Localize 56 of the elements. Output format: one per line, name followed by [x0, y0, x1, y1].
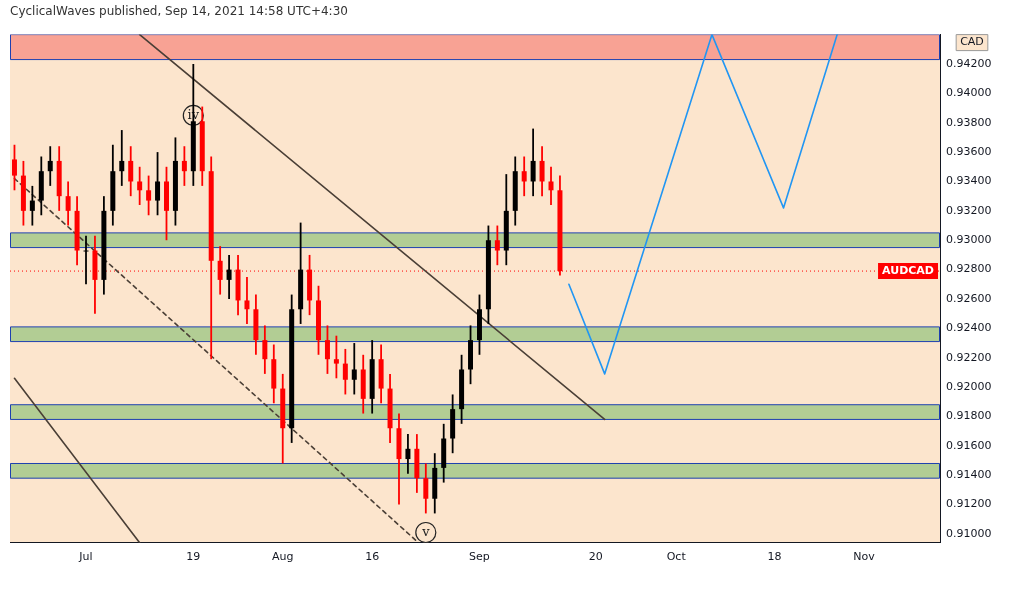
candlestick	[333, 334, 339, 380]
x-tick-label: 19	[186, 550, 201, 564]
x-tick-label: Oct	[666, 550, 687, 564]
x-tick-label: Sep	[469, 550, 490, 564]
y-tick-label: 0.91800	[946, 409, 992, 423]
candlestick	[137, 165, 143, 206]
candlestick	[83, 234, 89, 286]
candlestick	[342, 348, 348, 396]
y-tick-label: 0.94000	[946, 86, 992, 100]
candlestick	[405, 433, 411, 475]
x-tick-label: 20	[588, 550, 603, 564]
y-tick-label: 0.91000	[946, 526, 992, 540]
y-tick-label: 0.91600	[946, 438, 992, 452]
x-tick-label: Aug	[272, 550, 294, 564]
candlestick	[244, 276, 250, 325]
ref-line-label: AUDCAD	[882, 263, 935, 277]
y-tick-label: 0.93200	[946, 203, 992, 217]
y-tick-label: 0.93600	[946, 144, 992, 158]
candlestick	[65, 180, 71, 227]
candlestick	[119, 129, 125, 187]
x-tick-label: Nov	[853, 550, 876, 564]
candlestick	[146, 174, 152, 217]
candlestick	[494, 224, 500, 267]
y-tick-label: 0.91400	[946, 468, 992, 482]
y-tick-label: 0.91200	[946, 497, 992, 511]
y-tick-label: 0.93800	[946, 115, 992, 129]
y-tick-label: 0.92600	[946, 291, 992, 305]
candlestick	[29, 184, 35, 227]
candlestick	[181, 145, 187, 187]
text: CAD	[960, 35, 984, 49]
candlestick	[521, 155, 527, 198]
candlestick	[548, 165, 554, 206]
x-tick-label: Jul	[78, 550, 93, 564]
candlestick	[351, 342, 357, 396]
y-tick-label: 0.92400	[946, 321, 992, 335]
candlestick	[217, 245, 223, 296]
y-tick-label: 0.94200	[946, 56, 992, 70]
candlestick	[423, 462, 429, 515]
y-tick-label: 0.92800	[946, 262, 992, 276]
x-tick-label: 18	[767, 550, 782, 564]
candlestick	[47, 145, 53, 187]
x-tick-label: 16	[365, 550, 380, 564]
candlestick	[11, 143, 17, 192]
candlestick	[262, 324, 268, 375]
candlestick	[539, 145, 545, 198]
candlestick	[128, 145, 134, 198]
candlestick	[226, 254, 232, 300]
candlestick	[155, 151, 161, 217]
y-tick-label: 0.93400	[946, 174, 992, 188]
y-tick-label: 0.93000	[946, 233, 992, 247]
chart-title: CyclicalWaves published, Sep 14, 2021 14:58 UTC+4:30	[9, 3, 349, 20]
y-tick-label: 0.92200	[946, 350, 992, 364]
annotation: v	[421, 523, 431, 539]
candlestick	[324, 324, 330, 375]
candlestick	[530, 127, 536, 198]
y-tick-label: 0.92000	[946, 379, 992, 393]
